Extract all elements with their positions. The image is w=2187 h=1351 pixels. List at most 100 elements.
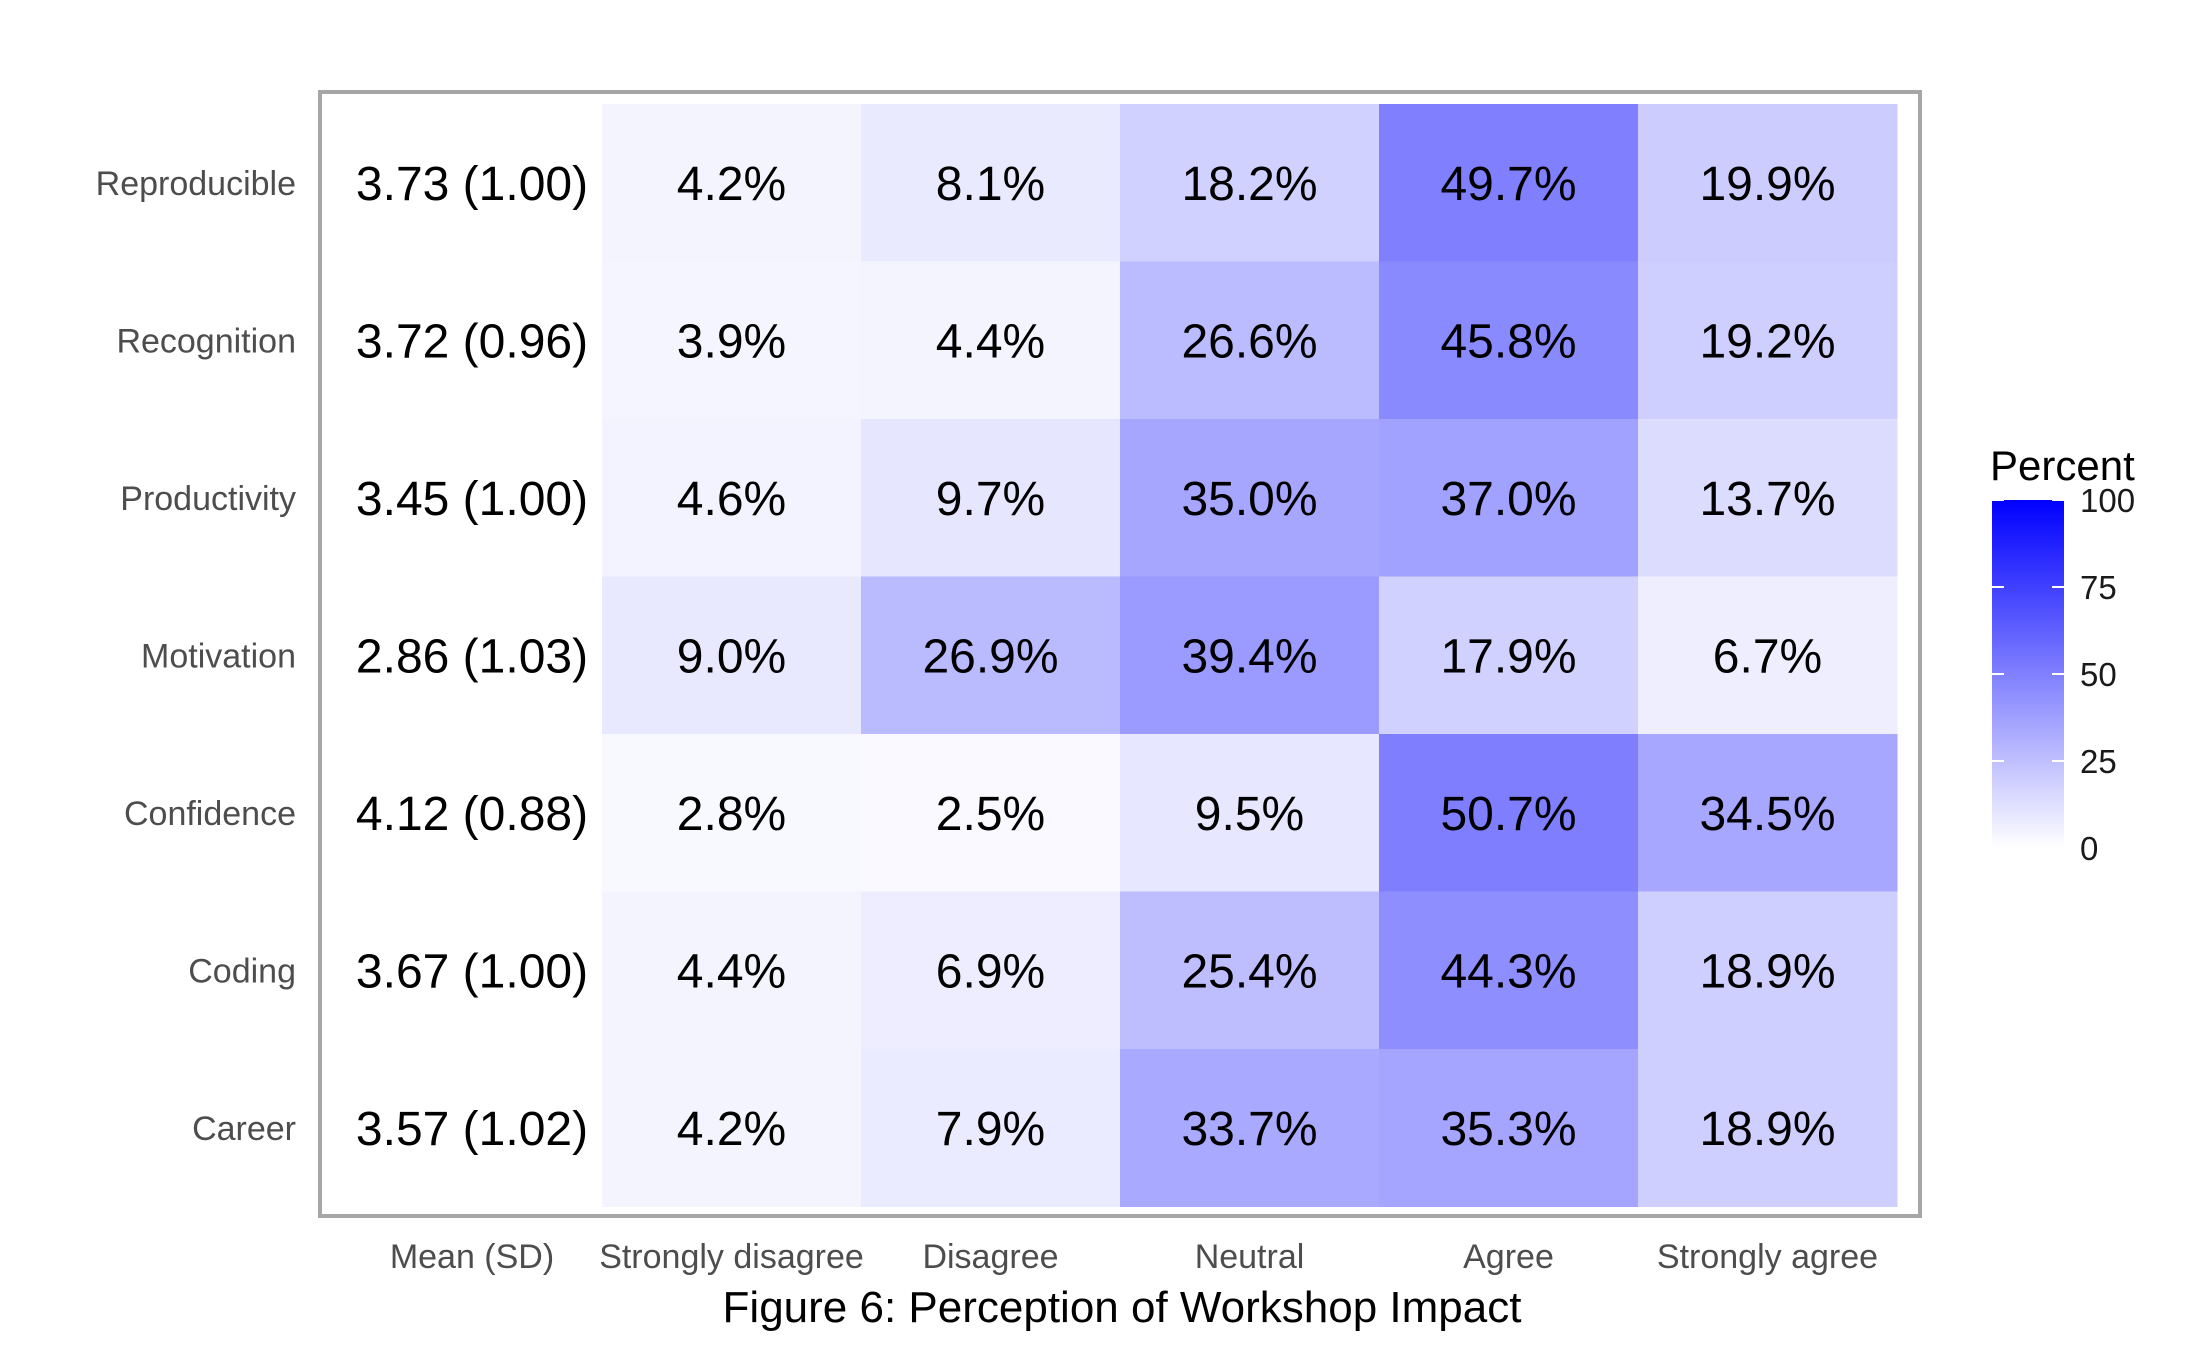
heatmap-cell xyxy=(1638,734,1898,892)
heatmap-cell xyxy=(1379,576,1639,735)
heatmap-cell xyxy=(1120,419,1380,577)
row-label: Productivity xyxy=(120,480,296,518)
cell-value-label: 18.2% xyxy=(1181,158,1317,211)
row-label: Career xyxy=(192,1110,296,1148)
column-label: Strongly agree xyxy=(1657,1238,1878,1276)
heatmap-cell xyxy=(861,261,1121,420)
heatmap-cell xyxy=(1120,576,1380,735)
mean-sd-label: 3.72 (0.96) xyxy=(356,315,588,368)
heatmap-cell xyxy=(861,419,1121,577)
mean-sd-label: 3.45 (1.00) xyxy=(356,473,588,526)
heatmap-cell xyxy=(1379,891,1639,1050)
figure-caption: Figure 6: Perception of Workshop Impact xyxy=(723,1283,1522,1332)
color-legend: Percent 0 25 50 75 100 xyxy=(1990,442,2135,867)
cell-value-label: 34.5% xyxy=(1699,788,1835,841)
heatmap-cell xyxy=(602,104,862,262)
heatmap-cell xyxy=(602,261,862,420)
cell-value-label: 8.1% xyxy=(936,158,1045,211)
cell-value-label: 50.7% xyxy=(1440,788,1576,841)
cell-value-label: 4.4% xyxy=(677,945,786,998)
cell-value-label: 35.0% xyxy=(1181,473,1317,526)
mean-sd-labels: 3.73 (1.00) 3.72 (0.96) 3.45 (1.00) 2.86 (1… xyxy=(356,158,588,1156)
heatmap-cell xyxy=(1120,104,1380,262)
cell-value-label: 44.3% xyxy=(1440,945,1576,998)
legend-tick-label: 100 xyxy=(2080,482,2135,519)
mean-sd-label: 4.12 (0.88) xyxy=(356,788,588,841)
heatmap-cell xyxy=(602,576,862,735)
column-label: Neutral xyxy=(1195,1238,1305,1276)
cell-value-label: 4.6% xyxy=(677,473,786,526)
column-label: Disagree xyxy=(922,1238,1058,1276)
heatmap-cell-labels: 4.2% 8.1% 18.2% 49.7% 19.9% 3.9% 4.4% 26.6% 45.8… xyxy=(677,158,1836,1156)
cell-value-label: 9.7% xyxy=(936,473,1045,526)
legend-ticks: 0 25 50 75 100 xyxy=(1992,482,2135,867)
cell-value-label: 6.9% xyxy=(936,945,1045,998)
mean-sd-label: 3.73 (1.00) xyxy=(356,158,588,211)
legend-tick-label: 0 xyxy=(2080,830,2098,867)
heatmap-cell xyxy=(861,1049,1121,1207)
cell-value-label: 18.9% xyxy=(1699,945,1835,998)
heatmap-cell xyxy=(1638,104,1898,262)
cell-value-label: 45.8% xyxy=(1440,315,1576,368)
column-labels: Mean (SD) Strongly disagree Disagree Neutra… xyxy=(390,1238,1878,1276)
heatmap-cell xyxy=(1379,1049,1639,1207)
cell-value-label: 25.4% xyxy=(1181,945,1317,998)
row-label: Coding xyxy=(188,952,296,990)
heatmap-cell xyxy=(1638,576,1898,735)
legend-tick-label: 75 xyxy=(2080,569,2117,606)
cell-value-label: 4.2% xyxy=(677,158,786,211)
cell-value-label: 19.9% xyxy=(1699,158,1835,211)
cell-value-label: 26.6% xyxy=(1181,315,1317,368)
heatmap-cell xyxy=(861,104,1121,262)
cell-value-label: 7.9% xyxy=(936,1103,1045,1156)
cell-value-label: 35.3% xyxy=(1440,1103,1576,1156)
cell-value-label: 33.7% xyxy=(1181,1103,1317,1156)
heatmap-cell xyxy=(1379,261,1639,420)
heatmap-cell xyxy=(1638,261,1898,420)
heatmap-cell xyxy=(602,419,862,577)
heatmap-cells xyxy=(602,104,1898,1207)
cell-value-label: 9.0% xyxy=(677,630,786,683)
heatmap-cell xyxy=(602,734,862,892)
row-label: Motivation xyxy=(141,637,296,675)
cell-value-label: 37.0% xyxy=(1440,473,1576,526)
row-label: Confidence xyxy=(124,795,296,833)
heatmap-cell xyxy=(1379,419,1639,577)
heatmap-cell xyxy=(1120,734,1380,892)
cell-value-label: 13.7% xyxy=(1699,473,1835,526)
cell-value-label: 26.9% xyxy=(922,630,1058,683)
column-label: Mean (SD) xyxy=(390,1238,554,1276)
legend-title: Percent xyxy=(1990,442,2135,489)
cell-value-label: 6.7% xyxy=(1713,630,1822,683)
heatmap-cell xyxy=(1638,419,1898,577)
heatmap-cell xyxy=(861,576,1121,735)
legend-tick-label: 50 xyxy=(2080,656,2117,693)
heatmap-cell xyxy=(1379,734,1639,892)
heatmap-cell xyxy=(602,891,862,1050)
cell-value-label: 18.9% xyxy=(1699,1103,1835,1156)
mean-sd-label: 2.86 (1.03) xyxy=(356,630,588,683)
cell-value-label: 4.4% xyxy=(936,315,1045,368)
row-label: Reproducible xyxy=(96,165,296,203)
heatmap-cell xyxy=(861,734,1121,892)
heatmap-cell xyxy=(861,891,1121,1050)
mean-sd-label: 3.57 (1.02) xyxy=(356,1103,588,1156)
column-label: Strongly disagree xyxy=(599,1238,864,1276)
cell-value-label: 4.2% xyxy=(677,1103,786,1156)
column-label: Agree xyxy=(1463,1238,1554,1276)
cell-value-label: 39.4% xyxy=(1181,630,1317,683)
cell-value-label: 17.9% xyxy=(1440,630,1576,683)
legend-tick-label: 25 xyxy=(2080,743,2117,780)
heatmap-cell xyxy=(1120,261,1380,420)
row-labels: Reproducible Recognition Productivity Motiv… xyxy=(96,165,296,1148)
heatmap-cell xyxy=(602,1049,862,1207)
heatmap-cell xyxy=(1379,104,1639,262)
heatmap-cell xyxy=(1120,891,1380,1050)
heatmap-cell xyxy=(1638,1049,1898,1207)
mean-sd-label: 3.67 (1.00) xyxy=(356,945,588,998)
cell-value-label: 2.5% xyxy=(936,788,1045,841)
cell-value-label: 2.8% xyxy=(677,788,786,841)
cell-value-label: 3.9% xyxy=(677,315,786,368)
heatmap-cell xyxy=(1120,1049,1380,1207)
